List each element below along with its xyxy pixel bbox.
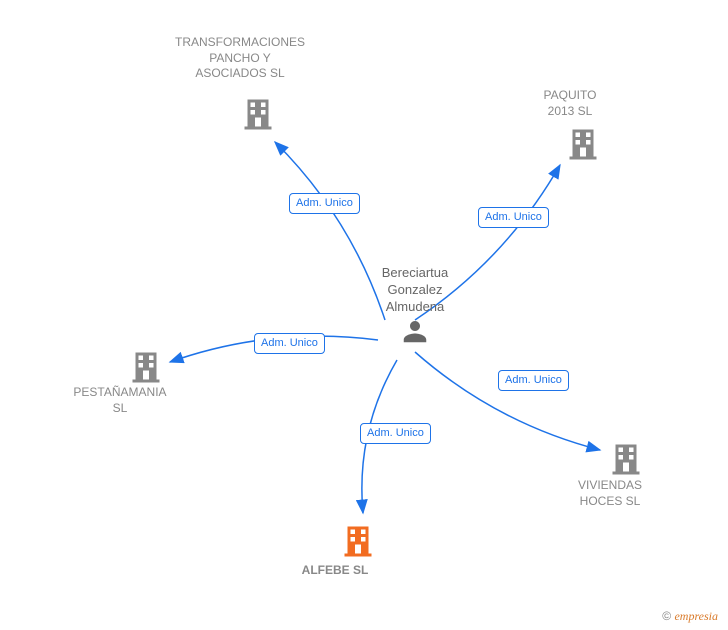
center-node[interactable]: Bereciartua Gonzalez Almudena	[370, 265, 460, 351]
company-node-label: PESTAÑAMANIA SL	[50, 385, 190, 416]
copyright: © empresia	[662, 609, 718, 624]
company-node-alfebe[interactable]: ALFEBE SL	[265, 563, 405, 579]
person-icon	[400, 316, 430, 346]
edge-arrow	[415, 352, 600, 450]
building-icon	[128, 348, 164, 389]
company-node-transformaciones[interactable]: TRANSFORMACIONES PANCHO Y ASOCIADOS SL	[170, 35, 310, 82]
edge-arrow	[275, 142, 385, 320]
edge-label: Adm. Unico	[478, 207, 549, 228]
company-node-label: PAQUITO 2013 SL	[500, 88, 640, 119]
edge-label: Adm. Unico	[289, 193, 360, 214]
building-icon	[340, 522, 376, 563]
building-icon	[565, 125, 601, 166]
company-node-label: ALFEBE SL	[265, 563, 405, 579]
building-icon	[240, 95, 276, 136]
company-node-label: VIVIENDAS HOCES SL	[540, 478, 680, 509]
building-icon	[608, 440, 644, 481]
edge-label: Adm. Unico	[498, 370, 569, 391]
company-node-paquito[interactable]: PAQUITO 2013 SL	[500, 88, 640, 119]
copyright-symbol: ©	[662, 609, 671, 623]
edge-label: Adm. Unico	[360, 423, 431, 444]
company-node-pestanamania[interactable]: PESTAÑAMANIA SL	[50, 385, 190, 416]
company-node-label: TRANSFORMACIONES PANCHO Y ASOCIADOS SL	[170, 35, 310, 82]
company-node-viviendas[interactable]: VIVIENDAS HOCES SL	[540, 478, 680, 509]
edge-label: Adm. Unico	[254, 333, 325, 354]
center-node-label: Bereciartua Gonzalez Almudena	[370, 265, 460, 316]
copyright-brand: empresia	[674, 609, 718, 623]
